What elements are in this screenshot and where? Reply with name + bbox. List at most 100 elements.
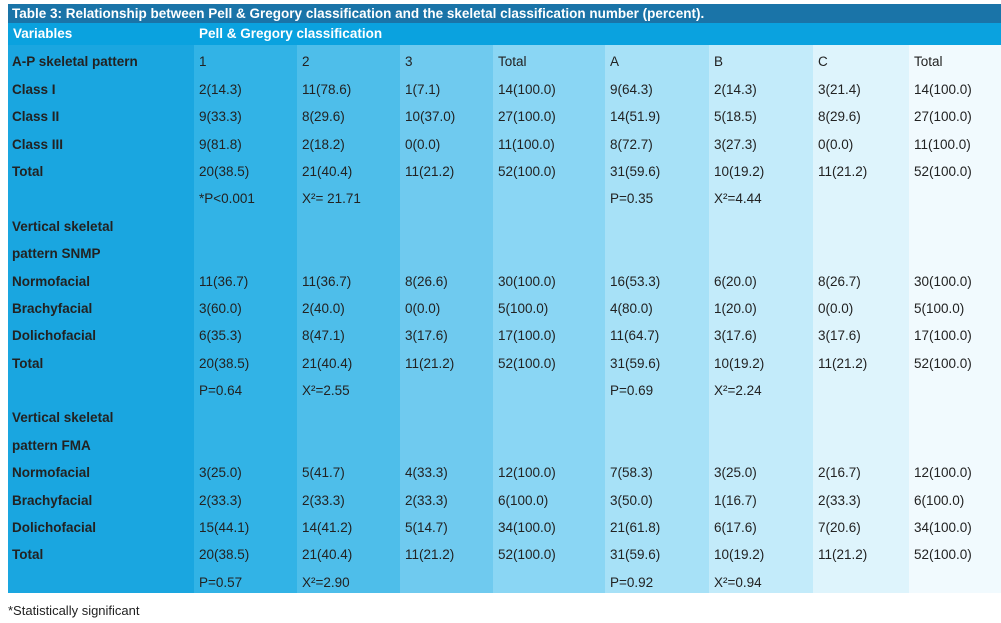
- header-variables: Variables: [8, 23, 194, 45]
- table-cell: [297, 209, 400, 237]
- table-cell: 17(100.0): [493, 318, 605, 347]
- table-cell: [605, 401, 709, 429]
- table-row: Normofacial 11(36.7) 11(36.7) 8(26.6) 30(100…: [8, 264, 1001, 292]
- header-pell-gregory: Pell & Gregory classification: [194, 23, 1001, 45]
- table-cell: X²=2.90: [297, 565, 400, 593]
- table-cell: X²=2.24: [709, 373, 813, 402]
- table-cell: P=0.35: [605, 181, 709, 210]
- table-cell: 52(100.0): [909, 346, 1001, 374]
- table-cell: 14(100.0): [909, 72, 1001, 100]
- table-cell: [493, 373, 605, 402]
- row-label: Vertical skeletal: [8, 401, 194, 429]
- table-cell: 16(53.3): [605, 264, 709, 292]
- table-cell: [194, 236, 297, 265]
- row-label: pattern FMA: [8, 428, 194, 456]
- table-row: Vertical skeletal: [8, 401, 1001, 429]
- table-cell: 8(29.6): [813, 99, 909, 128]
- table-cell: 1(7.1): [400, 72, 493, 100]
- data-table: Variables Pell & Gregory classification …: [8, 23, 1001, 593]
- table-cell: 0(0.0): [813, 127, 909, 155]
- table-cell: [813, 565, 909, 593]
- table-cell: [493, 209, 605, 237]
- table-row: Vertical skeletal: [8, 209, 1001, 237]
- table-cell: [297, 428, 400, 456]
- row-label: Normofacial: [8, 264, 194, 292]
- table-cell: [909, 565, 1001, 593]
- table-row: A-P skeletal pattern 1 2 3 Total A B C Total: [8, 45, 1001, 73]
- table-cell: 11(36.7): [194, 264, 297, 292]
- table-cell: [813, 428, 909, 456]
- table-cell: 11(100.0): [909, 127, 1001, 155]
- table-cell: 11(64.7): [605, 318, 709, 347]
- table-row: pattern FMA: [8, 428, 1001, 456]
- table-row: Dolichofacial 15(44.1) 14(41.2) 5(14.7) 34(1…: [8, 510, 1001, 539]
- table-container: Table 3: Relationship between Pell & Gre…: [8, 4, 1001, 593]
- row-label: Dolichofacial: [8, 318, 194, 347]
- table-cell: [400, 209, 493, 237]
- table-cell: 11(21.2): [400, 154, 493, 182]
- table-cell: 3(25.0): [194, 455, 297, 484]
- table-cell: [909, 401, 1001, 429]
- table-row: Class III 9(81.8) 2(18.2) 0(0.0) 11(100.0) 8(…: [8, 127, 1001, 155]
- table-cell: 11(21.2): [813, 538, 909, 566]
- table-cell: 11(21.2): [813, 346, 909, 374]
- row-label: Brachyfacial: [8, 483, 194, 511]
- table-cell: 21(40.4): [297, 346, 400, 374]
- table-cell: 3(50.0): [605, 483, 709, 511]
- table-row: Class I 2(14.3) 11(78.6) 1(7.1) 14(100.0) 9(6…: [8, 72, 1001, 100]
- table-cell: 8(47.1): [297, 318, 400, 347]
- table-row: Normofacial 3(25.0) 5(41.7) 4(33.3) 12(100.0…: [8, 455, 1001, 484]
- table-cell: 31(59.6): [605, 538, 709, 566]
- table-cell: [493, 181, 605, 210]
- table-cell: P=0.57: [194, 565, 297, 593]
- table-cell: 21(61.8): [605, 510, 709, 539]
- table-cell: 2: [297, 45, 400, 73]
- table-cell: 52(100.0): [493, 154, 605, 182]
- table-cell: [400, 236, 493, 265]
- table-cell: 8(26.7): [813, 264, 909, 292]
- table-cell: [813, 181, 909, 210]
- table-cell: 14(51.9): [605, 99, 709, 128]
- table-cell: 2(33.3): [297, 483, 400, 511]
- table-cell: X²=2.55: [297, 373, 400, 402]
- table-cell: 5(100.0): [909, 291, 1001, 319]
- row-label: [8, 565, 194, 593]
- table-cell: 31(59.6): [605, 154, 709, 182]
- table-cell: 2(14.3): [194, 72, 297, 100]
- table-cell: 3(17.6): [400, 318, 493, 347]
- table-cell: 5(100.0): [493, 291, 605, 319]
- row-label: Class II: [8, 99, 194, 128]
- table-cell: 4(80.0): [605, 291, 709, 319]
- table-row: Total 20(38.5) 21(40.4) 11(21.2) 52(100.0) 31…: [8, 154, 1001, 182]
- row-label: Total: [8, 346, 194, 374]
- table-cell: [909, 181, 1001, 210]
- table-cell: 8(72.7): [605, 127, 709, 155]
- row-label: [8, 373, 194, 402]
- table-cell: 5(41.7): [297, 455, 400, 484]
- table-cell: B: [709, 45, 813, 73]
- table-cell: 3(60.0): [194, 291, 297, 319]
- table-cell: Total: [909, 45, 1001, 73]
- table-caption: Table 3: Relationship between Pell & Gre…: [8, 4, 1001, 23]
- row-label: Total: [8, 154, 194, 182]
- table-cell: [194, 401, 297, 429]
- table-cell: 20(38.5): [194, 538, 297, 566]
- table-cell: 5(18.5): [709, 99, 813, 128]
- table-cell: 3(27.3): [709, 127, 813, 155]
- table-cell: 2(33.3): [400, 483, 493, 511]
- table-cell: P=0.64: [194, 373, 297, 402]
- table-row: P=0.57 X²=2.90 P=0.92 X²=0.94: [8, 565, 1001, 593]
- table-cell: 52(100.0): [493, 538, 605, 566]
- table-cell: 3(25.0): [709, 455, 813, 484]
- table-cell: 3(17.6): [813, 318, 909, 347]
- table-cell: 21(40.4): [297, 538, 400, 566]
- table-cell: X²= 21.71: [297, 181, 400, 210]
- table-cell: 0(0.0): [813, 291, 909, 319]
- table-cell: [400, 373, 493, 402]
- table-cell: P=0.69: [605, 373, 709, 402]
- table-cell: [493, 428, 605, 456]
- table-header-row: Variables Pell & Gregory classification: [8, 23, 1001, 45]
- table-cell: 1: [194, 45, 297, 73]
- row-label: [8, 181, 194, 210]
- table-cell: [493, 401, 605, 429]
